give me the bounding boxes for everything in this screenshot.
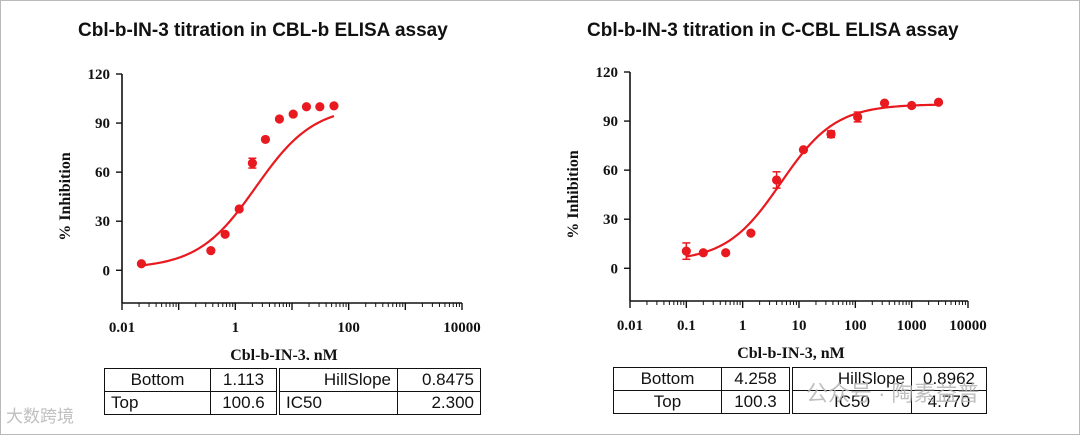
y-tick-label: 60 [603, 163, 618, 179]
x-tick-label: 100 [844, 318, 867, 334]
data-point [315, 102, 325, 112]
chart-title: Cbl-b-IN-3 titration in C-CBL ELISA assa… [587, 20, 959, 41]
table-cell: 100.3 [721, 390, 790, 414]
table-cell: Top [104, 391, 211, 415]
data-point [853, 112, 863, 122]
fit-curve [141, 115, 335, 267]
data-point [220, 229, 230, 239]
data-point [301, 102, 312, 112]
table-cell: HillSlope [279, 368, 398, 392]
data-point [698, 248, 708, 258]
chart-title: Cbl-b-IN-3 titration in CBL-b ELISA assa… [78, 20, 448, 41]
y-axis-label: % Inhibition [57, 152, 74, 241]
y-tick-label: 120 [596, 65, 619, 81]
fit-parameters-table: Bottom 4.258 HillSlope 0.8962 Top 100.3 … [613, 367, 987, 414]
watermark-left: 大数跨境 [6, 407, 74, 426]
y-tick-label: 90 [603, 114, 618, 130]
chart-panel-ccbl: Cbl-b-IN-3 titration in C-CBL ELISA assa… [512, 0, 1052, 435]
table-cell: HillSlope [792, 367, 912, 391]
table-cell: 4.258 [721, 367, 790, 391]
x-tick-label: 1 [739, 318, 747, 334]
y-tick-label: 0 [103, 263, 111, 279]
y-tick-label: 30 [603, 212, 618, 228]
table-cell: Bottom [104, 368, 211, 392]
x-tick-label: 0.01 [617, 318, 643, 334]
fit-curve [686, 103, 939, 258]
y-axis-label: % Inhibition [565, 150, 582, 239]
data-point [288, 109, 298, 119]
table-cell: IC50 [792, 390, 912, 414]
y-tick-label: 120 [88, 67, 111, 83]
x-tick-label: 0.1 [677, 318, 696, 334]
data-point [746, 228, 756, 238]
data-point [136, 259, 147, 269]
table-cell: 100.6 [210, 391, 277, 415]
x-tick-label: 10 [792, 318, 807, 334]
y-tick-label: 0 [611, 261, 619, 277]
table-cell: 4.770 [911, 390, 987, 414]
x-tick-label: 100 [337, 320, 360, 336]
chart-panel-cblb: Cbl-b-IN-3 titration in CBL-b ELISA assa… [57, 20, 481, 415]
chart-plot-cblb: 0 30 60 90 120 0.01 1 100 10000 Cbl-b-IN-3, nM % I… [57, 67, 481, 360]
table-row: Bottom 4.258 HillSlope 0.8962 [613, 367, 987, 391]
x-axis-label: Cbl-b-IN-3, nM [230, 347, 338, 360]
data-point [329, 101, 339, 111]
table-cell: Bottom [613, 367, 722, 391]
data-point [260, 134, 271, 145]
y-tick-label: 60 [95, 165, 110, 181]
table-cell: 1.113 [210, 368, 277, 392]
y-tick-label: 30 [95, 214, 110, 230]
table-row: Top 100.3 IC50 4.770 [613, 390, 987, 414]
data-point [798, 145, 809, 155]
data-point [206, 246, 216, 256]
table-cell: Top [613, 390, 722, 414]
data-point [826, 129, 836, 139]
data-point [234, 204, 244, 214]
watermark-right: 公众号 · 陶素益普 [806, 381, 980, 406]
data-point [933, 97, 944, 107]
data-point [681, 246, 691, 256]
table-cell: 2.300 [397, 391, 481, 415]
x-axis-label: Cbl-b-IN-3, nM [737, 345, 845, 360]
table-cell: 0.8962 [911, 367, 987, 391]
x-tick-label: 1000 [897, 318, 927, 334]
x-tick-label: 10000 [949, 318, 987, 334]
table-row: Top 100.6 IC50 2.300 [104, 391, 481, 415]
x-tick-label: 10000 [443, 320, 481, 336]
table-row: Bottom 1.113 HillSlope 0.8475 [104, 368, 481, 392]
data-point [879, 98, 890, 108]
table-cell: 0.8475 [397, 368, 481, 392]
fit-parameters-table: Bottom 1.113 HillSlope 0.8475 Top 100.6 … [104, 368, 481, 415]
data-point [907, 100, 917, 111]
data-point [274, 114, 285, 124]
data-point [771, 175, 782, 185]
x-tick-label: 1 [232, 320, 240, 336]
data-point [247, 158, 257, 168]
data-point [721, 248, 731, 258]
x-tick-label: 0.01 [109, 320, 135, 336]
chart-plot-ccbl: 0 30 60 90 120 0.01 0.1 1 10 100 1000 10000 Cbl-b-IN… [565, 65, 987, 360]
y-tick-label: 90 [95, 116, 110, 132]
table-cell: IC50 [279, 391, 398, 415]
